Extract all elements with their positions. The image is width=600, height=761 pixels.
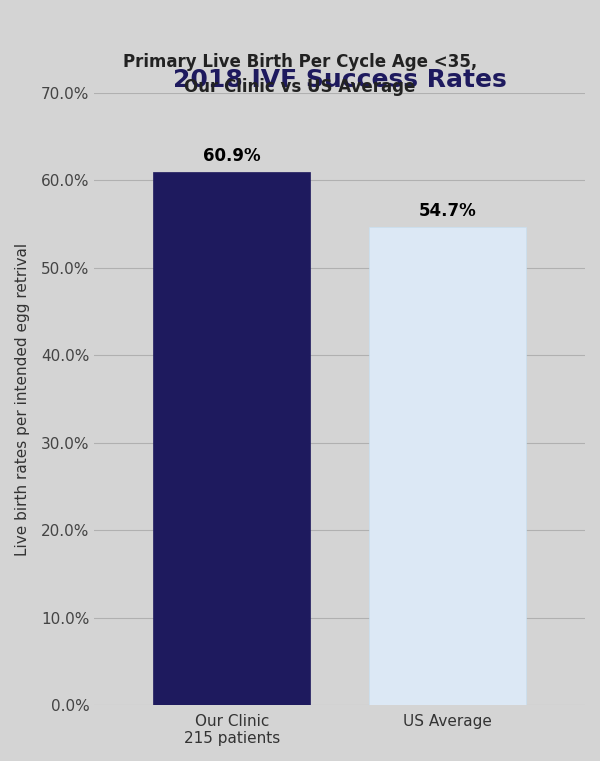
- Text: 54.7%: 54.7%: [419, 202, 476, 220]
- Title: 2018 IVF Success Rates: 2018 IVF Success Rates: [173, 68, 506, 92]
- Text: 60.9%: 60.9%: [203, 148, 260, 165]
- Text: Primary Live Birth Per Cycle Age <35,
Our Clinic vs US Average: Primary Live Birth Per Cycle Age <35, Ou…: [123, 53, 477, 97]
- Bar: [369, 227, 526, 705]
- Y-axis label: Live birth rates per intended egg retrival: Live birth rates per intended egg retriv…: [15, 243, 30, 556]
- Bar: [154, 173, 310, 705]
